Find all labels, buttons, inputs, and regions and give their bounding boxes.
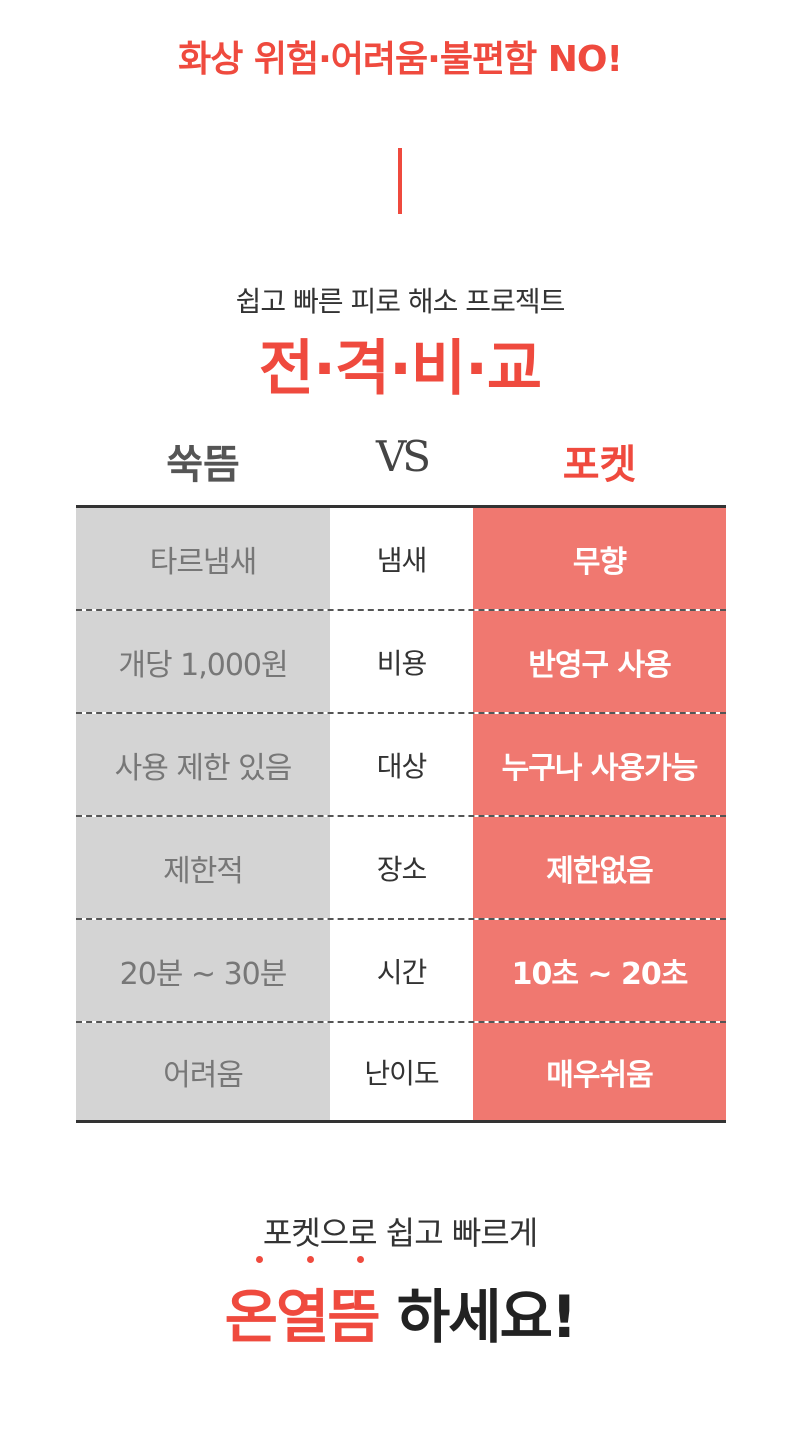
intro-title: 전·격·비·교 [258, 334, 542, 404]
table-row: 어려움 난이도 매우쉬움 [76, 1023, 726, 1120]
vertical-divider [398, 148, 402, 214]
right-cell: 매우쉬움 [473, 1023, 726, 1120]
emphasis-dots [250, 1256, 380, 1266]
table-row: 20분 ~ 30분 시간 10초 ~ 20초 [76, 920, 726, 1023]
left-column-header: 쑥뜸 [166, 442, 240, 488]
right-cell: 무향 [473, 508, 726, 609]
footer-suffix: 하세요! [396, 1283, 578, 1351]
right-cell: 누구나 사용가능 [473, 714, 726, 815]
vs-label: VS [375, 432, 431, 481]
left-cell: 20분 ~ 30분 [76, 920, 330, 1021]
left-cell: 사용 제한 있음 [76, 714, 330, 815]
left-cell: 타르냄새 [76, 508, 330, 609]
category-cell: 장소 [330, 817, 473, 918]
category-cell: 비용 [330, 611, 473, 712]
left-cell: 어려움 [76, 1023, 330, 1120]
table-row: 제한적 장소 제한없음 [76, 817, 726, 920]
category-cell: 난이도 [330, 1023, 473, 1120]
comparison-table: 타르냄새 냄새 무향 개당 1,000원 비용 반영구 사용 사용 제한 있음 … [76, 505, 726, 1123]
right-cell: 반영구 사용 [473, 611, 726, 712]
table-row: 타르냄새 냄새 무향 [76, 508, 726, 611]
footer-subtitle: 포켓으로 쉽고 빠르게 [262, 1214, 538, 1252]
left-cell: 제한적 [76, 817, 330, 918]
left-cell: 개당 1,000원 [76, 611, 330, 712]
table-row: 개당 1,000원 비용 반영구 사용 [76, 611, 726, 714]
right-cell: 제한없음 [473, 817, 726, 918]
right-column-header: 포켓 [562, 442, 637, 488]
category-cell: 시간 [330, 920, 473, 1021]
intro-subtitle: 쉽고 빠른 피로 해소 프로젝트 [235, 285, 566, 318]
footer-highlight: 온열뜸 [224, 1283, 381, 1351]
right-cell: 10초 ~ 20초 [473, 920, 726, 1021]
top-slogan: 화상 위험·어려움·불편함 NO! [178, 39, 623, 80]
table-row: 사용 제한 있음 대상 누구나 사용가능 [76, 714, 726, 817]
category-cell: 대상 [330, 714, 473, 815]
footer-headline: 온열뜸 하세요! [0, 1270, 800, 1354]
emphasis-dot [256, 1256, 263, 1263]
emphasis-dot [307, 1256, 314, 1263]
emphasis-dot [357, 1256, 364, 1263]
category-cell: 냄새 [330, 508, 473, 609]
